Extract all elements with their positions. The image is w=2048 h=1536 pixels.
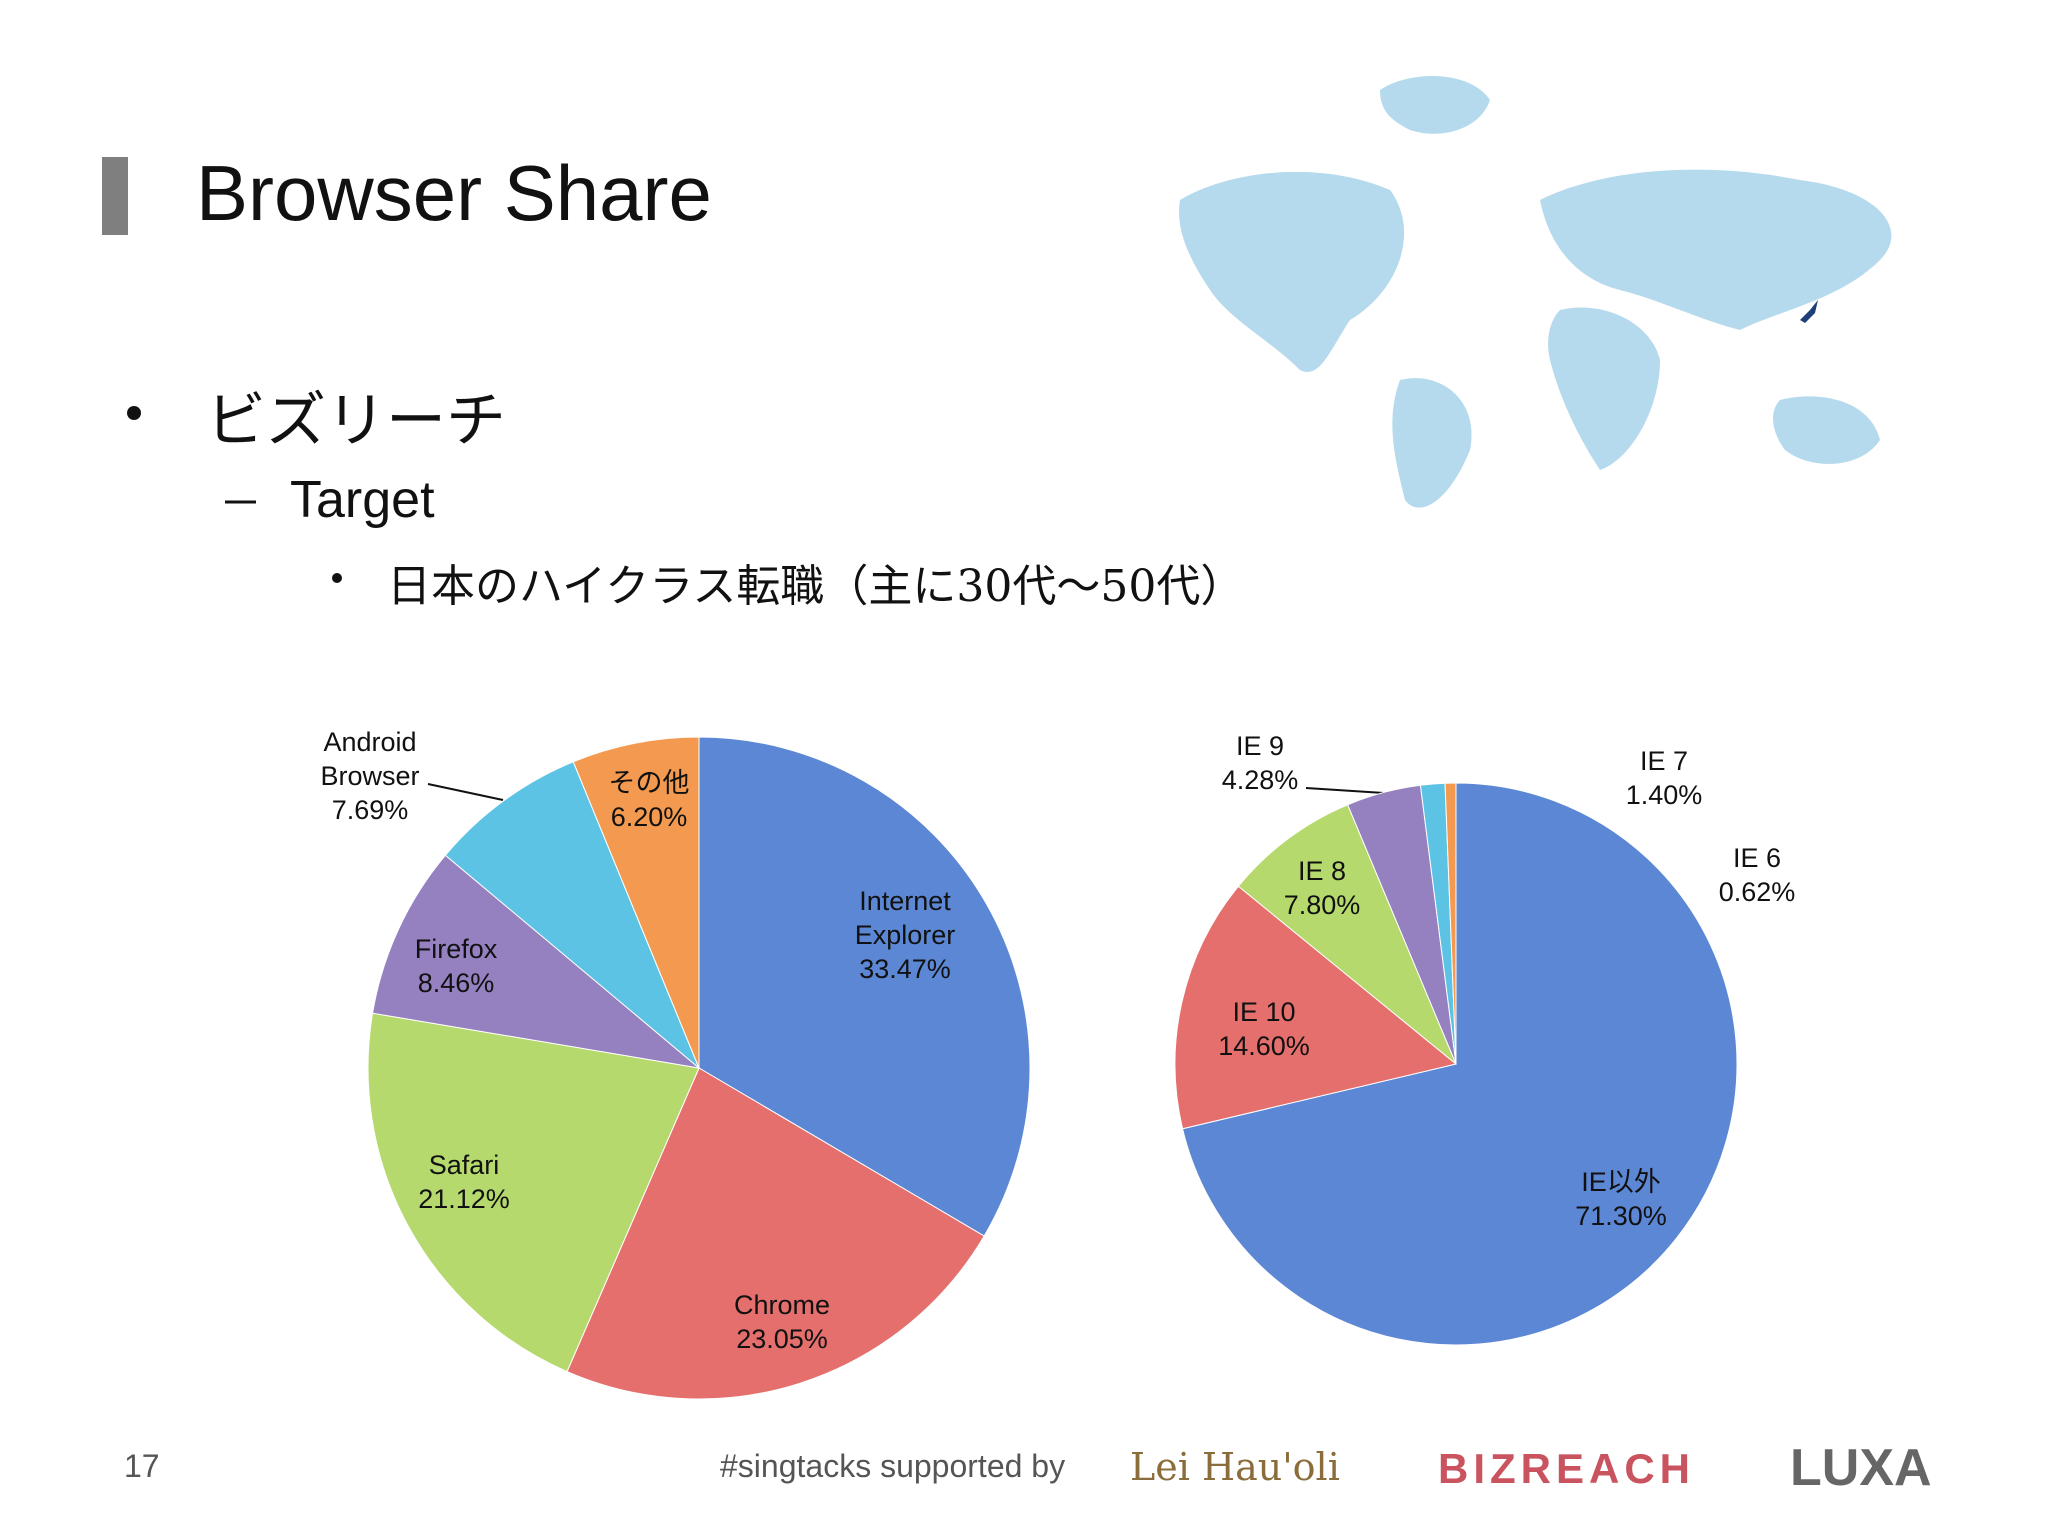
slice-label: Safari 21.12% <box>379 1148 549 1216</box>
slice-name: IE 9 <box>1235 731 1285 761</box>
slice-value: 21.12% <box>418 1184 510 1214</box>
sub-bullet-text: Target <box>290 471 435 529</box>
pie-slice <box>1237 804 1457 1065</box>
logo: Lei Hau'oli <box>1130 1445 1340 1489</box>
sub-sub-bullet-text: 日本のハイクラス転職（主に30代〜50代） <box>387 561 1245 612</box>
slice-value: 14.60% <box>1218 1031 1310 1061</box>
pie-slice <box>572 736 700 1069</box>
pie-slice <box>1174 885 1458 1130</box>
slice-name: Chrome <box>733 1290 831 1320</box>
slice-label: Internet Explorer 33.47% <box>820 884 990 986</box>
slice-label: IE 10 14.60% <box>1179 995 1349 1063</box>
slice-name: IE 8 <box>1297 856 1347 886</box>
slice-value: 33.47% <box>859 954 951 984</box>
slice-value: 6.20% <box>610 802 688 832</box>
pie-slice <box>371 854 701 1069</box>
logo: BIZREACH <box>1438 1445 1695 1492</box>
pie-slice <box>566 1067 985 1400</box>
slice-value: 71.30% <box>1575 1201 1667 1231</box>
slice-name: Android Browser <box>320 727 420 791</box>
slice-value: 0.62% <box>1718 877 1796 907</box>
leader-line <box>427 783 504 801</box>
slice-value: 1.40% <box>1625 780 1703 810</box>
leader-line <box>1305 787 1385 794</box>
bullet-dot <box>127 406 141 420</box>
slice-value: 4.28% <box>1221 765 1299 795</box>
slice-name: IE 7 <box>1639 746 1689 776</box>
slice-label: Android Browser 7.69% <box>285 725 455 827</box>
pie-slice <box>698 736 1031 1237</box>
slice-value: 8.46% <box>417 968 495 998</box>
slice-name: Internet Explorer <box>854 886 956 950</box>
bullet-dot <box>332 573 342 583</box>
world-map <box>1179 76 1892 508</box>
slice-label: その他 6.20% <box>564 766 734 834</box>
pie-slice <box>444 761 700 1069</box>
title-bar <box>102 157 128 235</box>
footer-text: #singtacks supported by <box>720 1448 1066 1484</box>
slice-label: IE 7 1.40% <box>1579 744 1749 812</box>
slice-name: IE以外 <box>1581 1167 1661 1197</box>
slice-label: Firefox 8.46% <box>371 932 541 1000</box>
slice-value: 23.05% <box>736 1324 828 1354</box>
slice-name: IE 10 <box>1232 997 1296 1027</box>
slice-name: Safari <box>428 1150 500 1180</box>
slice-name: IE 6 <box>1732 843 1782 873</box>
slice-name: その他 <box>608 768 690 798</box>
slice-label: IE 6 0.62% <box>1672 841 1842 909</box>
logo: LUXA <box>1790 1439 1932 1497</box>
slice-label: IE 9 4.28% <box>1175 729 1345 797</box>
slice-name: Firefox <box>414 934 498 964</box>
pie-slice <box>1181 782 1738 1346</box>
slice-label: IE 8 7.80% <box>1237 854 1407 922</box>
page-number: 17 <box>124 1448 160 1484</box>
slice-label: Chrome 23.05% <box>697 1288 867 1356</box>
slice-value: 7.69% <box>331 795 409 825</box>
japan-highlight <box>1800 300 1818 323</box>
slice-label: IE以外 71.30% <box>1536 1165 1706 1233</box>
pie-slice <box>367 1012 700 1373</box>
bullet-text: ビズリーチ <box>206 386 506 456</box>
slide-title: Browser Share <box>196 149 712 237</box>
pie-slice <box>1444 782 1457 1065</box>
slice-value: 7.80% <box>1283 890 1361 920</box>
